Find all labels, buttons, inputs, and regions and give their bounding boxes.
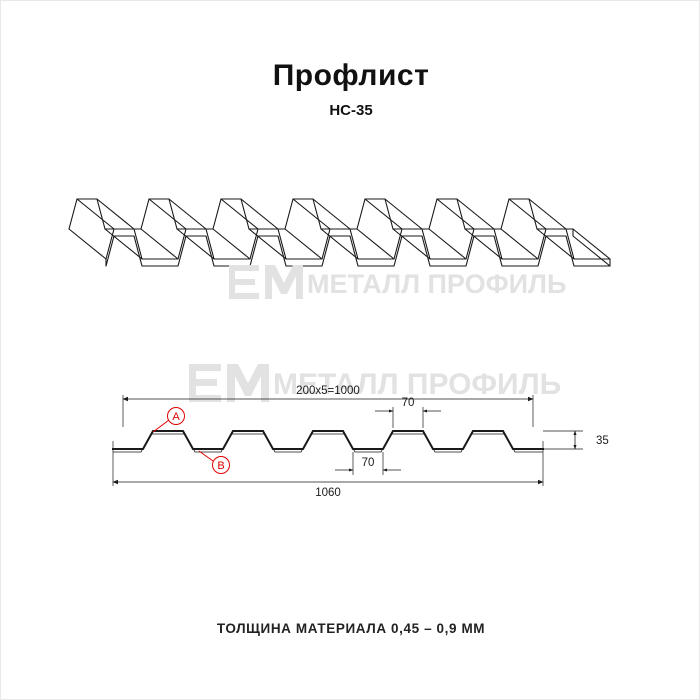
dim-rib-top-label: 70 — [402, 397, 415, 409]
isometric-drawing — [68, 198, 611, 267]
section-drawing: 200x5=1000 1060 35 70 70 A B — [91, 381, 631, 511]
dim-total-width-label: 1060 — [315, 487, 341, 499]
callout-b-label: B — [217, 460, 224, 472]
callout-b-circle — [212, 456, 230, 474]
dim-rib-bottom-label: 70 — [362, 457, 375, 469]
dim-height-label: 35 — [596, 435, 609, 447]
technical-drawing: 200x5=1000 1060 35 70 70 A B — [112, 385, 609, 499]
isometric-view — [61, 171, 641, 301]
dim-pitch-label: 200x5=1000 — [296, 385, 360, 397]
page-title: Профлист — [272, 59, 430, 92]
callout-a-label: A — [172, 411, 180, 423]
material-thickness-note: ТОЛЩИНА МАТЕРИАЛА 0,45 – 0,9 ММ — [216, 621, 486, 636]
dimension-lines — [112, 396, 577, 485]
product-code: НС-35 — [329, 102, 373, 119]
callout-b: B — [198, 450, 230, 474]
callout-a-circle — [167, 407, 185, 425]
extension-lines — [112, 395, 583, 486]
callout-a: A — [152, 407, 185, 433]
